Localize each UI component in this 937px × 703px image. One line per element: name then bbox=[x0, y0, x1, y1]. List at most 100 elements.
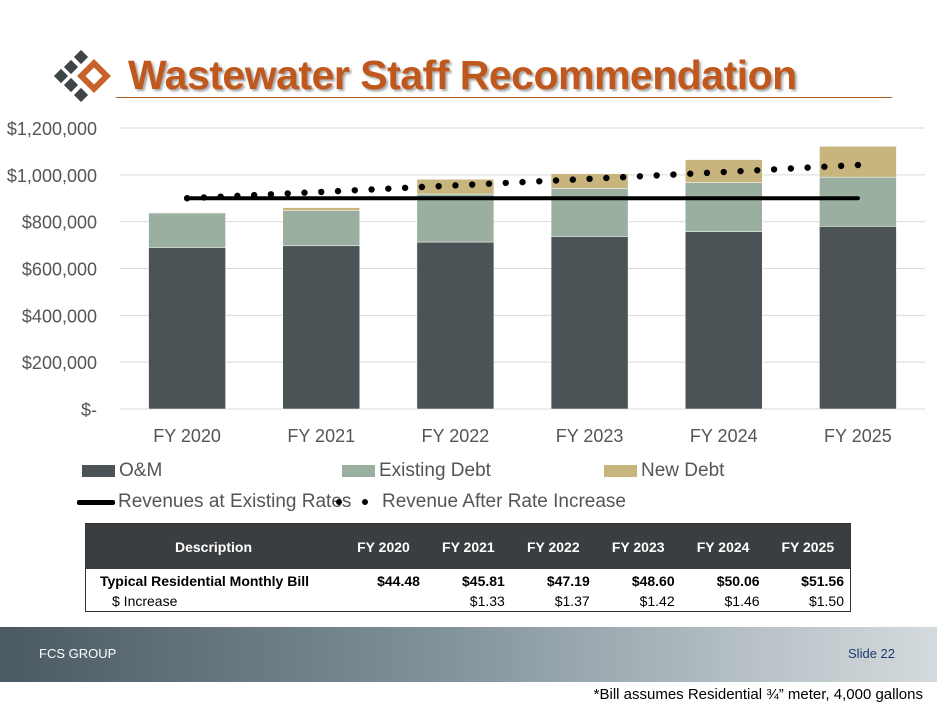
line-point bbox=[653, 172, 660, 179]
bar-existing-debt bbox=[282, 210, 360, 247]
line-point bbox=[318, 188, 325, 196]
table-cell: $51.56 bbox=[801, 573, 844, 589]
x-tick-label: FY 2022 bbox=[422, 426, 490, 446]
chart-bars bbox=[148, 146, 897, 410]
legend-existing-debt: Existing Debt bbox=[342, 460, 491, 482]
legend-label-om: O&M bbox=[119, 460, 163, 481]
line-point bbox=[250, 191, 258, 199]
line-point bbox=[452, 182, 459, 189]
line-point bbox=[536, 178, 543, 185]
bill-table: Description FY 2020 FY 2021 FY 2022 FY 2… bbox=[85, 523, 851, 612]
legend-swatch-solid-line bbox=[77, 499, 115, 505]
table-cell: $1.42 bbox=[639, 593, 675, 609]
line-point bbox=[519, 178, 526, 186]
table-cell: $1.46 bbox=[724, 593, 760, 609]
line-point bbox=[418, 183, 426, 191]
revenue-chart: $- $200,000 $400,000 $600,000 $800,000 $1,000… bbox=[7, 119, 925, 446]
legend-label-existing-debt: Existing Debt bbox=[379, 460, 491, 481]
line-point bbox=[234, 192, 241, 200]
table-cell: Typical Residential Monthly Bill bbox=[100, 573, 309, 589]
table-cell: $50.06 bbox=[716, 573, 760, 589]
line-point bbox=[737, 167, 744, 175]
company-logo bbox=[53, 50, 111, 102]
line-revenue-after bbox=[183, 161, 862, 202]
footnote: *Bill assumes Residential ¾” meter, 4,00… bbox=[593, 686, 923, 703]
legend-label-revenues-existing: Revenues at Existing Rates bbox=[118, 491, 352, 512]
line-point bbox=[619, 173, 627, 181]
chart-gridlines bbox=[120, 127, 925, 410]
legend-revenues-existing: Revenues at Existing Rates bbox=[77, 491, 351, 513]
line-point bbox=[183, 195, 191, 202]
table-header-cell: FY 2024 bbox=[696, 538, 750, 555]
table-cell bbox=[341, 591, 426, 612]
bar-existing-debt bbox=[416, 193, 495, 243]
y-tick-label: $600,000 bbox=[22, 260, 97, 280]
bar-existing-debt bbox=[819, 176, 897, 227]
table-header-cell: Description bbox=[175, 538, 253, 555]
footer-slide-number: Slide 22 bbox=[848, 646, 895, 661]
line-point bbox=[687, 170, 694, 177]
y-axis-ticks: $- $200,000 $400,000 $600,000 $800,000 $1,000… bbox=[7, 119, 97, 420]
y-tick-label: $1,200,000 bbox=[7, 119, 97, 139]
table-header-cell: FY 2020 bbox=[357, 538, 410, 555]
bar-om bbox=[282, 245, 360, 410]
table-header-cell: FY 2021 bbox=[442, 538, 495, 555]
y-tick-label: $200,000 bbox=[22, 353, 97, 373]
legend-label-new-debt: New Debt bbox=[641, 460, 725, 481]
line-point bbox=[502, 179, 509, 187]
line-point bbox=[586, 175, 593, 183]
y-tick-label: $400,000 bbox=[22, 306, 97, 326]
line-point bbox=[670, 171, 677, 178]
x-axis-ticks: FY 2020 FY 2021 FY 2022 FY 2023 FY 2024 FY 20… bbox=[153, 426, 892, 446]
line-point bbox=[301, 189, 308, 196]
line-point bbox=[854, 161, 862, 169]
y-tick-label: $800,000 bbox=[22, 213, 97, 233]
line-point bbox=[267, 191, 275, 198]
line-point bbox=[770, 166, 778, 173]
legend-swatch-om bbox=[82, 465, 115, 477]
legend-om: O&M bbox=[82, 460, 162, 482]
line-point bbox=[787, 165, 795, 172]
table-row: $ Increase $1.33 $1.37 $1.42 $1.46 $1.50 bbox=[86, 591, 851, 612]
table-cell: $47.19 bbox=[546, 573, 590, 589]
line-point bbox=[603, 174, 610, 182]
table-header-row: Description FY 2020 FY 2021 FY 2022 FY 2… bbox=[85, 523, 851, 569]
title-underline bbox=[116, 97, 892, 98]
bar-existing-debt bbox=[550, 188, 629, 237]
slide-footer: FCS GROUP Slide 22 bbox=[0, 627, 937, 682]
line-point bbox=[401, 184, 409, 192]
line-point bbox=[351, 187, 358, 194]
y-tick-label: $- bbox=[81, 400, 97, 420]
table-cell: $ Increase bbox=[112, 593, 178, 609]
bar-om bbox=[550, 236, 629, 410]
legend-swatch-new-debt bbox=[604, 465, 637, 477]
line-point bbox=[385, 185, 392, 192]
table-header-cell: FY 2025 bbox=[781, 538, 835, 555]
y-tick-label: $1,000,000 bbox=[7, 166, 97, 186]
line-point bbox=[368, 186, 375, 193]
footer-company: FCS GROUP bbox=[39, 646, 117, 661]
table-cell: $48.60 bbox=[631, 573, 675, 589]
table-cell: $45.81 bbox=[462, 573, 505, 589]
x-tick-label: FY 2024 bbox=[690, 426, 758, 446]
line-point bbox=[636, 173, 644, 180]
x-tick-label: FY 2023 bbox=[556, 426, 624, 446]
table-cell: $1.33 bbox=[469, 593, 505, 609]
bar-om bbox=[148, 247, 226, 410]
line-point bbox=[821, 163, 828, 170]
x-tick-label: FY 2025 bbox=[824, 426, 892, 446]
bar-om bbox=[416, 241, 495, 410]
table-header-cell: FY 2023 bbox=[611, 538, 665, 555]
bar-om bbox=[685, 231, 763, 410]
bar-new-debt bbox=[819, 146, 897, 178]
table-cell: $1.37 bbox=[554, 593, 590, 609]
line-point bbox=[334, 187, 342, 195]
line-point bbox=[217, 193, 224, 200]
line-point bbox=[552, 177, 560, 184]
bar-new-debt bbox=[282, 207, 360, 211]
legend-swatch-dotted-line bbox=[330, 499, 374, 505]
line-point bbox=[720, 168, 727, 176]
line-point bbox=[804, 164, 811, 171]
line-point bbox=[468, 181, 476, 188]
line-point bbox=[569, 176, 577, 183]
